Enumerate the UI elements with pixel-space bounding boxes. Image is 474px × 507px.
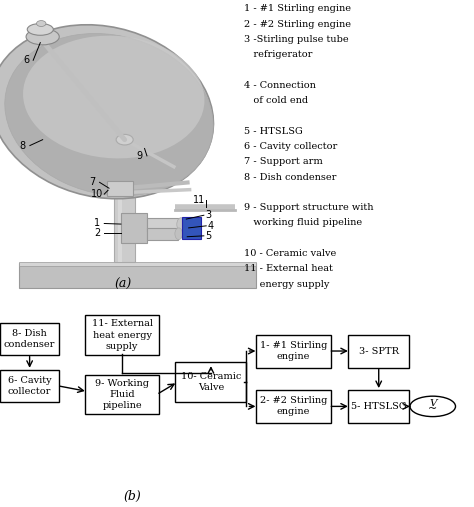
FancyBboxPatch shape (256, 390, 331, 423)
FancyBboxPatch shape (147, 228, 178, 240)
Ellipse shape (23, 35, 204, 158)
Text: 5 - HTSLSG: 5 - HTSLSG (244, 127, 303, 136)
Ellipse shape (27, 23, 53, 35)
Text: 5: 5 (205, 231, 212, 241)
Text: (a): (a) (115, 278, 132, 291)
Text: 1- #1 Stirling
engine: 1- #1 Stirling engine (260, 341, 327, 361)
Text: 1 - #1 Stirling engine: 1 - #1 Stirling engine (244, 5, 351, 13)
Text: working fluid pipeline: working fluid pipeline (244, 219, 362, 228)
Text: 11- External
heat energy
supply: 11- External heat energy supply (91, 319, 153, 351)
Text: 11: 11 (193, 195, 205, 205)
Text: energy supply: energy supply (244, 280, 329, 288)
Text: 3: 3 (206, 210, 211, 220)
Text: 9: 9 (137, 151, 143, 161)
FancyBboxPatch shape (19, 262, 256, 266)
Text: 9- Working
Fluid
pipeline: 9- Working Fluid pipeline (95, 379, 149, 410)
Text: 8: 8 (20, 140, 26, 151)
Text: 10: 10 (91, 189, 103, 199)
FancyBboxPatch shape (85, 315, 159, 355)
Ellipse shape (175, 228, 182, 240)
Text: 7: 7 (89, 177, 96, 187)
Text: 7 - Support arm: 7 - Support arm (244, 157, 323, 166)
Ellipse shape (5, 33, 213, 196)
Text: 6- Cavity
collector: 6- Cavity collector (8, 376, 52, 395)
Text: 9 - Support structure with: 9 - Support structure with (244, 203, 374, 212)
FancyBboxPatch shape (256, 335, 331, 368)
Text: 8- Dish
condenser: 8- Dish condenser (4, 329, 55, 349)
FancyBboxPatch shape (0, 323, 59, 355)
Text: 10- Ceramic
Valve: 10- Ceramic Valve (181, 372, 241, 392)
Ellipse shape (26, 29, 59, 45)
Text: 5- HTSLSG: 5- HTSLSG (351, 402, 407, 411)
Ellipse shape (0, 25, 213, 199)
Text: 11 - External heat: 11 - External heat (244, 264, 333, 273)
Text: 2: 2 (94, 228, 100, 238)
FancyBboxPatch shape (107, 181, 133, 196)
Text: 4 - Connection: 4 - Connection (244, 81, 316, 90)
Text: 1: 1 (94, 219, 100, 229)
FancyBboxPatch shape (85, 375, 159, 414)
Text: 3 -Stirling pulse tube: 3 -Stirling pulse tube (244, 35, 349, 44)
Text: of cold end: of cold end (244, 96, 308, 105)
Text: 10 - Ceramic valve: 10 - Ceramic valve (244, 249, 337, 258)
Text: refrigerator: refrigerator (244, 50, 312, 59)
FancyBboxPatch shape (118, 153, 122, 262)
Text: 3- SPTR: 3- SPTR (359, 346, 399, 355)
Text: 6: 6 (23, 55, 29, 65)
FancyBboxPatch shape (0, 370, 59, 402)
Text: 4: 4 (208, 221, 214, 231)
FancyBboxPatch shape (147, 218, 180, 231)
Text: 2 - #2 Stirling engine: 2 - #2 Stirling engine (244, 20, 351, 29)
Ellipse shape (177, 218, 185, 231)
Circle shape (116, 134, 133, 145)
Text: 6 - Cavity collector: 6 - Cavity collector (244, 142, 337, 151)
FancyBboxPatch shape (348, 335, 409, 368)
Circle shape (410, 396, 456, 417)
Text: V: V (429, 400, 437, 408)
FancyBboxPatch shape (19, 263, 256, 288)
FancyBboxPatch shape (121, 213, 147, 243)
FancyBboxPatch shape (175, 362, 246, 402)
FancyBboxPatch shape (114, 153, 135, 262)
Text: ~: ~ (428, 405, 438, 414)
Text: (b): (b) (124, 490, 142, 503)
Text: 8 - Dish condenser: 8 - Dish condenser (244, 172, 337, 182)
FancyBboxPatch shape (348, 390, 409, 423)
Circle shape (36, 21, 46, 26)
Text: 2- #2 Stirling
engine: 2- #2 Stirling engine (260, 396, 327, 416)
FancyBboxPatch shape (182, 216, 201, 239)
